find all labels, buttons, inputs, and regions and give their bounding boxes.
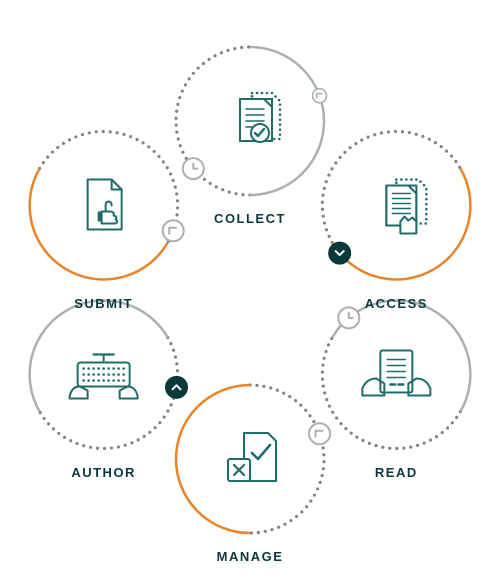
- read-label: READ: [375, 465, 418, 480]
- author-icon: [70, 355, 138, 399]
- lifecycle-diagram: { "layout":{ "canvas_w":500,"canvas_h":5…: [0, 0, 500, 583]
- author-label: AUTHOR: [71, 465, 136, 480]
- access-label: ACCESS: [365, 296, 428, 311]
- submit-icon: [88, 180, 122, 230]
- read-icon: [362, 351, 430, 396]
- access-icon: [386, 180, 426, 234]
- collect-icon: [240, 93, 280, 142]
- collect-label: COLLECT: [214, 211, 286, 226]
- diagram-svg: [0, 0, 500, 583]
- manage-label: MANAGE: [217, 549, 284, 564]
- submit-label: SUBMIT: [74, 296, 133, 311]
- manage-icon: [228, 433, 276, 481]
